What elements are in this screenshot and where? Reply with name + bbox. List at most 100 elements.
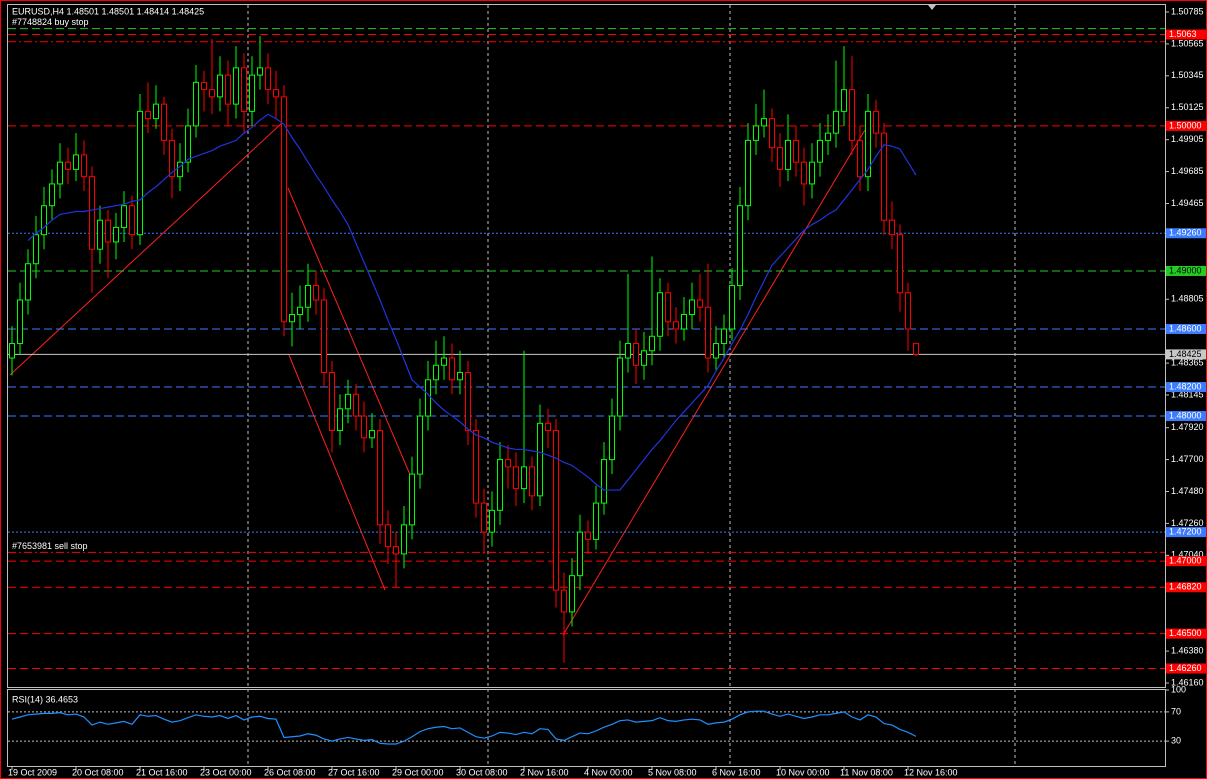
level-label: 1.50000 [1169,120,1202,130]
candle-body [569,575,575,613]
trendline [9,121,284,376]
candle-body [305,284,311,308]
moving-average [27,113,917,491]
candle-body [353,393,359,417]
candle-body [865,110,871,178]
level-label-box [1166,228,1206,239]
level-label: 1.5063 [1169,29,1197,39]
candle-body [593,502,599,540]
candle-body [849,89,855,141]
level-label: 1.48425 [1169,349,1202,359]
candle-body [721,328,727,345]
candle-body [793,139,799,163]
level-label: 1.46820 [1169,582,1202,592]
candle-body [537,422,543,497]
candle-body [505,459,511,468]
candle-body [385,524,391,548]
y-tick-label: 1.47920 [1171,422,1204,432]
y-tick-label: 1.48145 [1171,389,1204,399]
y-tick-label: 1.49465 [1171,198,1204,208]
candle-body [745,139,751,207]
candle-body [473,430,479,504]
x-tick-label: 5 Nov 08:00 [648,767,697,777]
candle-body [57,161,63,185]
x-tick-label: 20 Oct 08:00 [72,767,124,777]
candle-body [713,343,719,359]
x-tick-label: 10 Nov 00:00 [776,767,830,777]
candle-body [73,154,79,170]
candle-body [137,110,143,236]
candle-body [785,139,791,170]
x-tick-label: 6 Nov 16:00 [712,767,761,777]
candle-body [577,531,583,577]
level-label-box [1166,382,1206,393]
x-tick-label: 29 Oct 00:00 [392,767,444,777]
level-label: 1.48600 [1169,323,1202,333]
candle-body [241,67,247,112]
candle-body [809,161,815,185]
candle-body [905,292,911,330]
candle-body [81,154,87,178]
level-label: 1.48000 [1169,410,1202,420]
candle-body [393,546,399,555]
candle-body [273,89,279,98]
candle-body [513,466,519,490]
candle-body [17,299,23,345]
candle-body [529,466,535,497]
candle-body [361,415,367,439]
candle-body [457,372,463,381]
candle-body [873,110,879,134]
level-label-box [1166,628,1206,639]
candle-body [681,313,687,330]
rsi-y-tick-label: 30 [1171,735,1181,745]
level-label-box [1166,527,1206,538]
candle-body [433,364,439,381]
candle-body [145,110,151,120]
candle-body [545,422,551,432]
candle-body [89,176,95,250]
candle-body [489,509,495,533]
candle-body [177,161,183,178]
candle-body [409,473,415,526]
x-tick-label: 12 Nov 16:00 [904,767,958,777]
x-tick-label: 19 Oct 2009 [8,767,57,777]
level-label-box [1166,556,1206,567]
level-label-box [1166,349,1206,360]
candle-body [617,357,623,417]
candle-body [377,430,383,526]
x-tick-label: 23 Oct 00:00 [200,767,252,777]
candle-body [833,110,839,134]
candle-body [329,372,335,432]
candle-body [465,372,471,432]
candle-body [609,415,615,461]
candle-body [585,531,591,540]
candle-body [553,430,559,591]
candle-body [129,205,135,236]
candle-body [313,284,319,301]
candle-body [625,343,631,359]
y-tick-label: 1.46380 [1171,645,1204,655]
y-tick-label: 1.49685 [1171,166,1204,176]
candle-body [889,219,895,236]
candle-body [777,147,783,170]
candle-body [857,139,863,178]
candle-body [425,379,431,417]
level-label: 1.49000 [1169,265,1202,275]
x-tick-label: 4 Nov 00:00 [584,767,633,777]
y-tick-label: 1.50125 [1171,102,1204,112]
candle-body [601,459,607,504]
level-label-box [1166,265,1206,276]
candle-body [913,342,919,355]
candle-body [897,234,903,294]
rsi-title: RSI(14) 36.4653 [12,694,78,704]
candle-body [121,205,127,228]
candle-body [161,103,167,141]
trendline [287,187,415,485]
candle-body [497,459,503,511]
candle-body [321,299,327,374]
rsi-y-tick-label: 100 [1171,684,1186,694]
y-tick-label: 1.49905 [1171,134,1204,144]
candle-body [441,357,447,366]
